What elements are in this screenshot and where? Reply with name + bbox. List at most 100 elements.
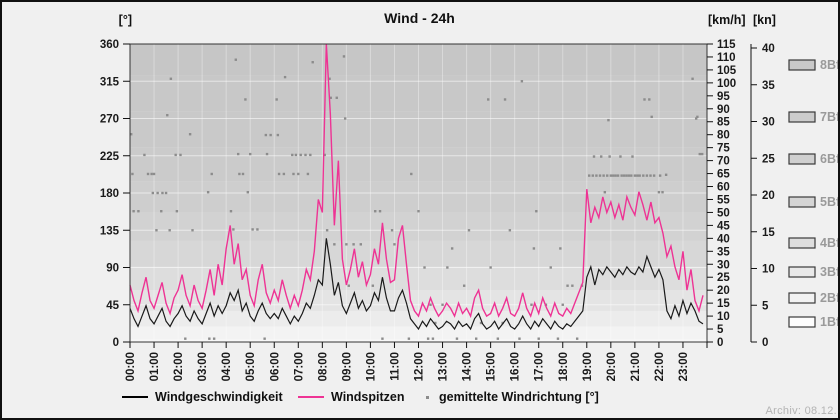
kn-tick-label: 15 [762, 227, 775, 239]
direction-dot [417, 210, 420, 213]
direction-dot [309, 153, 312, 157]
hour-tick-label: 16:00 [510, 352, 522, 381]
kmh-tick-label: 105 [717, 65, 737, 77]
beaufort-legend-label: 5Bf [820, 195, 840, 209]
direction-dot [530, 303, 533, 306]
hour-tick-label: 04:00 [221, 352, 233, 381]
direction-dot [627, 174, 631, 177]
direction-dot [276, 133, 280, 137]
direction-dot [609, 174, 613, 177]
direction-dot [229, 210, 233, 213]
kmh-tick-label: 100 [717, 78, 736, 90]
direction-dot [625, 174, 628, 177]
direction-dot [556, 337, 560, 340]
direction-dot [614, 174, 617, 177]
hour-tick-label: 08:00 [317, 352, 329, 381]
direction-dot [475, 337, 478, 340]
direction-dot [649, 174, 652, 177]
direction-dot [694, 117, 698, 120]
direction-dot [137, 210, 140, 213]
direction-dot [595, 174, 598, 177]
beaufort-legend-swatch [788, 237, 816, 249]
direction-dot [238, 172, 241, 176]
direction-dot [256, 228, 259, 231]
direction-dot [658, 174, 662, 177]
gusts-line [129, 43, 704, 319]
beaufort-legend-swatch [788, 266, 816, 278]
hour-tick-label: 17:00 [534, 352, 546, 381]
direction-dot [335, 96, 338, 100]
beaufort-legend-swatch [788, 153, 816, 165]
hour-tick-label: 13:00 [438, 352, 450, 381]
direction-dot [152, 172, 156, 176]
deg-tick-label: 45 [106, 300, 119, 312]
kn-tick-label: 35 [762, 80, 775, 92]
kmh-axis-unit-label: [km/h] [708, 13, 746, 27]
kmh-tick-label: 90 [717, 104, 730, 116]
direction-dot [212, 337, 216, 340]
direction-dot [489, 266, 492, 269]
kmh-tick-label: 95 [717, 91, 730, 103]
direction-dot [393, 243, 396, 246]
direction-dot [608, 155, 611, 158]
direction-dot [643, 98, 646, 101]
direction-dot [598, 174, 602, 177]
direction-dot [407, 337, 411, 340]
direction-dot [606, 174, 609, 177]
direction-dot [325, 229, 329, 232]
direction-dot [206, 190, 210, 194]
direction-dot [297, 172, 300, 176]
direction-dot [431, 337, 435, 340]
direction-dot [532, 247, 536, 250]
direction-dot [359, 243, 362, 246]
direction-dot [381, 337, 384, 340]
direction-dot [575, 337, 579, 340]
direction-dot [294, 153, 298, 157]
legend-gusts-label: Windspitzen [331, 390, 405, 404]
direction-dot [184, 337, 187, 340]
direction-dot [633, 174, 637, 177]
direction-dot [520, 80, 524, 83]
beaufort-band [130, 212, 707, 241]
direction-dot [496, 337, 500, 340]
direction-dot [616, 174, 620, 177]
left-axis-unit-label: [°] [118, 13, 132, 27]
hour-tick-label: 20:00 [606, 352, 618, 381]
windspeed-line-swatch [122, 396, 148, 398]
beaufort-band [130, 181, 707, 213]
windspeed-line [129, 238, 704, 331]
direction-dot [283, 75, 287, 79]
direction-dot [566, 284, 569, 287]
beaufort-legend-label: 4Bf [820, 236, 840, 250]
direction-dot [374, 210, 377, 213]
beaufort-band [130, 44, 707, 76]
direction-dot [462, 284, 466, 287]
direction-dot [700, 152, 704, 156]
hour-tick-label: 14:00 [462, 352, 474, 381]
direction-dot [698, 152, 701, 156]
direction-dot [299, 153, 302, 157]
beaufort-legend-label: 7Bf [820, 110, 840, 124]
hour-tick-label: 01:00 [149, 352, 161, 381]
direction-dot [559, 247, 562, 250]
direction-dot [657, 190, 661, 194]
direction-dot [234, 58, 237, 61]
direction-dot [619, 155, 622, 158]
kn-tick-label: 20 [762, 190, 775, 202]
kmh-tick-label: 35 [717, 246, 730, 258]
kmh-tick-label: 65 [717, 169, 730, 181]
direction-dot [378, 210, 382, 213]
beaufort-legend-label: 1Bf [820, 315, 840, 329]
direction-dot [168, 229, 171, 232]
direction-dot [156, 191, 159, 195]
kn-tick-label: 40 [762, 43, 775, 55]
direction-dot [333, 243, 336, 246]
direction-dot [429, 303, 432, 306]
direction-dot [600, 155, 603, 158]
kn-tick-label: 5 [762, 300, 769, 312]
direction-dot [352, 243, 355, 246]
direction-dot [620, 174, 623, 177]
hour-tick-label: 12:00 [414, 352, 426, 381]
direction-dot [277, 172, 281, 176]
